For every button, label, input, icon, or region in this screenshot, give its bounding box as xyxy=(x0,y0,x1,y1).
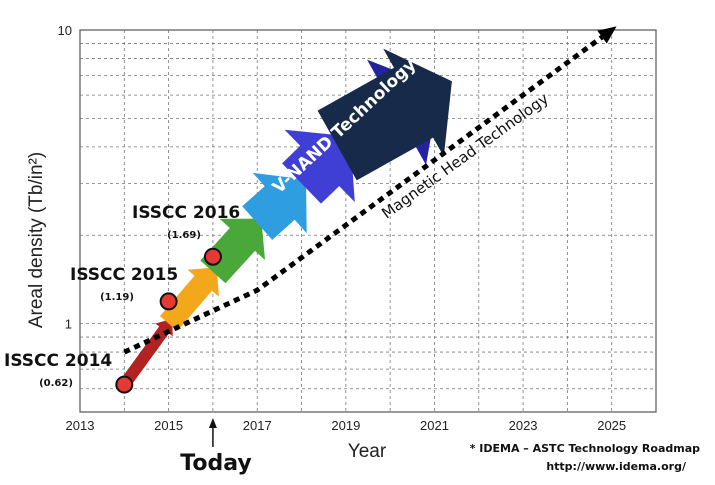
today-pointer-head xyxy=(208,418,217,428)
source-line-1: * IDEMA – ASTC Technology Roadmap xyxy=(470,442,700,455)
point-label: ISSCC 2014 xyxy=(4,351,112,371)
point-value-label: (0.62) xyxy=(39,378,73,389)
grid: 2013 2015 2017 2019 2021 2023 2025 1 10 xyxy=(58,23,657,433)
y-axis-title: Areal density (Tb/in²) xyxy=(26,152,47,328)
today-label: Today xyxy=(180,451,251,476)
series-line xyxy=(123,27,614,355)
arrow-segment xyxy=(200,218,265,284)
points-layer xyxy=(115,247,222,394)
point-value-label: (1.69) xyxy=(167,230,201,241)
x-tick-label: 2015 xyxy=(154,418,183,433)
x-axis-title: Year xyxy=(348,441,387,462)
y-tick-label: 10 xyxy=(58,23,72,38)
series-layer xyxy=(123,26,617,355)
x-tick-label: 2013 xyxy=(66,418,95,433)
arrow-segment xyxy=(159,267,219,332)
x-tick-label: 2019 xyxy=(331,418,360,433)
arrow-segment xyxy=(282,129,355,204)
series-arrowhead xyxy=(597,26,617,44)
arrow-segment xyxy=(242,172,307,240)
data-point xyxy=(159,292,178,311)
x-tick-label: 2021 xyxy=(420,418,449,433)
y-tick-label: 1 xyxy=(65,317,72,332)
labels-layer: ISSCC 2014 (0.62) ISSCC 2015 (1.19) ISSCC 20… xyxy=(4,203,240,447)
arrow-segment-final xyxy=(317,48,452,181)
source-line-2: http://www.idema.org/ xyxy=(546,460,687,473)
data-point xyxy=(115,375,134,394)
x-tick-label: 2023 xyxy=(509,418,538,433)
point-label: ISSCC 2015 xyxy=(70,265,178,285)
point-label: ISSCC 2016 xyxy=(132,203,240,223)
x-tick-label: 2017 xyxy=(243,418,272,433)
data-point xyxy=(203,247,222,266)
x-tick-label: 2025 xyxy=(597,418,626,433)
point-value-label: (1.19) xyxy=(100,292,134,303)
